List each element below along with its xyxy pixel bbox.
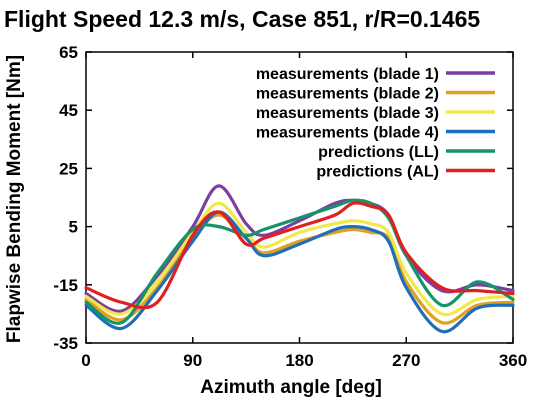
chart-title: Flight Speed 12.3 m/s, Case 851, r/R=0.1… bbox=[4, 6, 480, 32]
axis-ticks: 0 90 180 270 360 -35 -15 5 25 45 65 bbox=[53, 43, 527, 370]
series-line-4 bbox=[84, 210, 515, 334]
x-axis-label: Azimuth angle [deg] bbox=[200, 377, 382, 398]
legend-label: measurements (blade 3) bbox=[256, 105, 439, 122]
series-line-3 bbox=[84, 201, 515, 317]
y-tick-label: 25 bbox=[59, 159, 78, 178]
legend-label: measurements (blade 1) bbox=[256, 66, 439, 83]
x-tick-label: 90 bbox=[183, 351, 202, 370]
legend-label: measurements (blade 4) bbox=[256, 125, 439, 142]
y-tick-label: 65 bbox=[59, 43, 78, 62]
x-tick-label: 360 bbox=[499, 351, 527, 370]
x-tick-label: 0 bbox=[81, 351, 90, 370]
series-group bbox=[84, 184, 515, 334]
x-tick-label: 270 bbox=[392, 351, 420, 370]
y-axis-label: Flapwise Bending Moment [Nm] bbox=[4, 55, 25, 343]
series-line-5 bbox=[84, 198, 515, 325]
y-tick-label: 5 bbox=[69, 218, 78, 237]
legend-label: predictions (AL) bbox=[316, 164, 439, 181]
x-tick-label: 180 bbox=[285, 351, 313, 370]
legend-label: measurements (blade 2) bbox=[256, 86, 439, 103]
y-tick-label: -35 bbox=[53, 334, 78, 353]
y-tick-label: 45 bbox=[59, 101, 78, 120]
legend: measurements (blade 1) measurements (blad… bbox=[256, 66, 495, 181]
series-line-6 bbox=[84, 201, 515, 310]
y-tick-label: -15 bbox=[53, 276, 78, 295]
legend-label: predictions (LL) bbox=[318, 144, 439, 161]
